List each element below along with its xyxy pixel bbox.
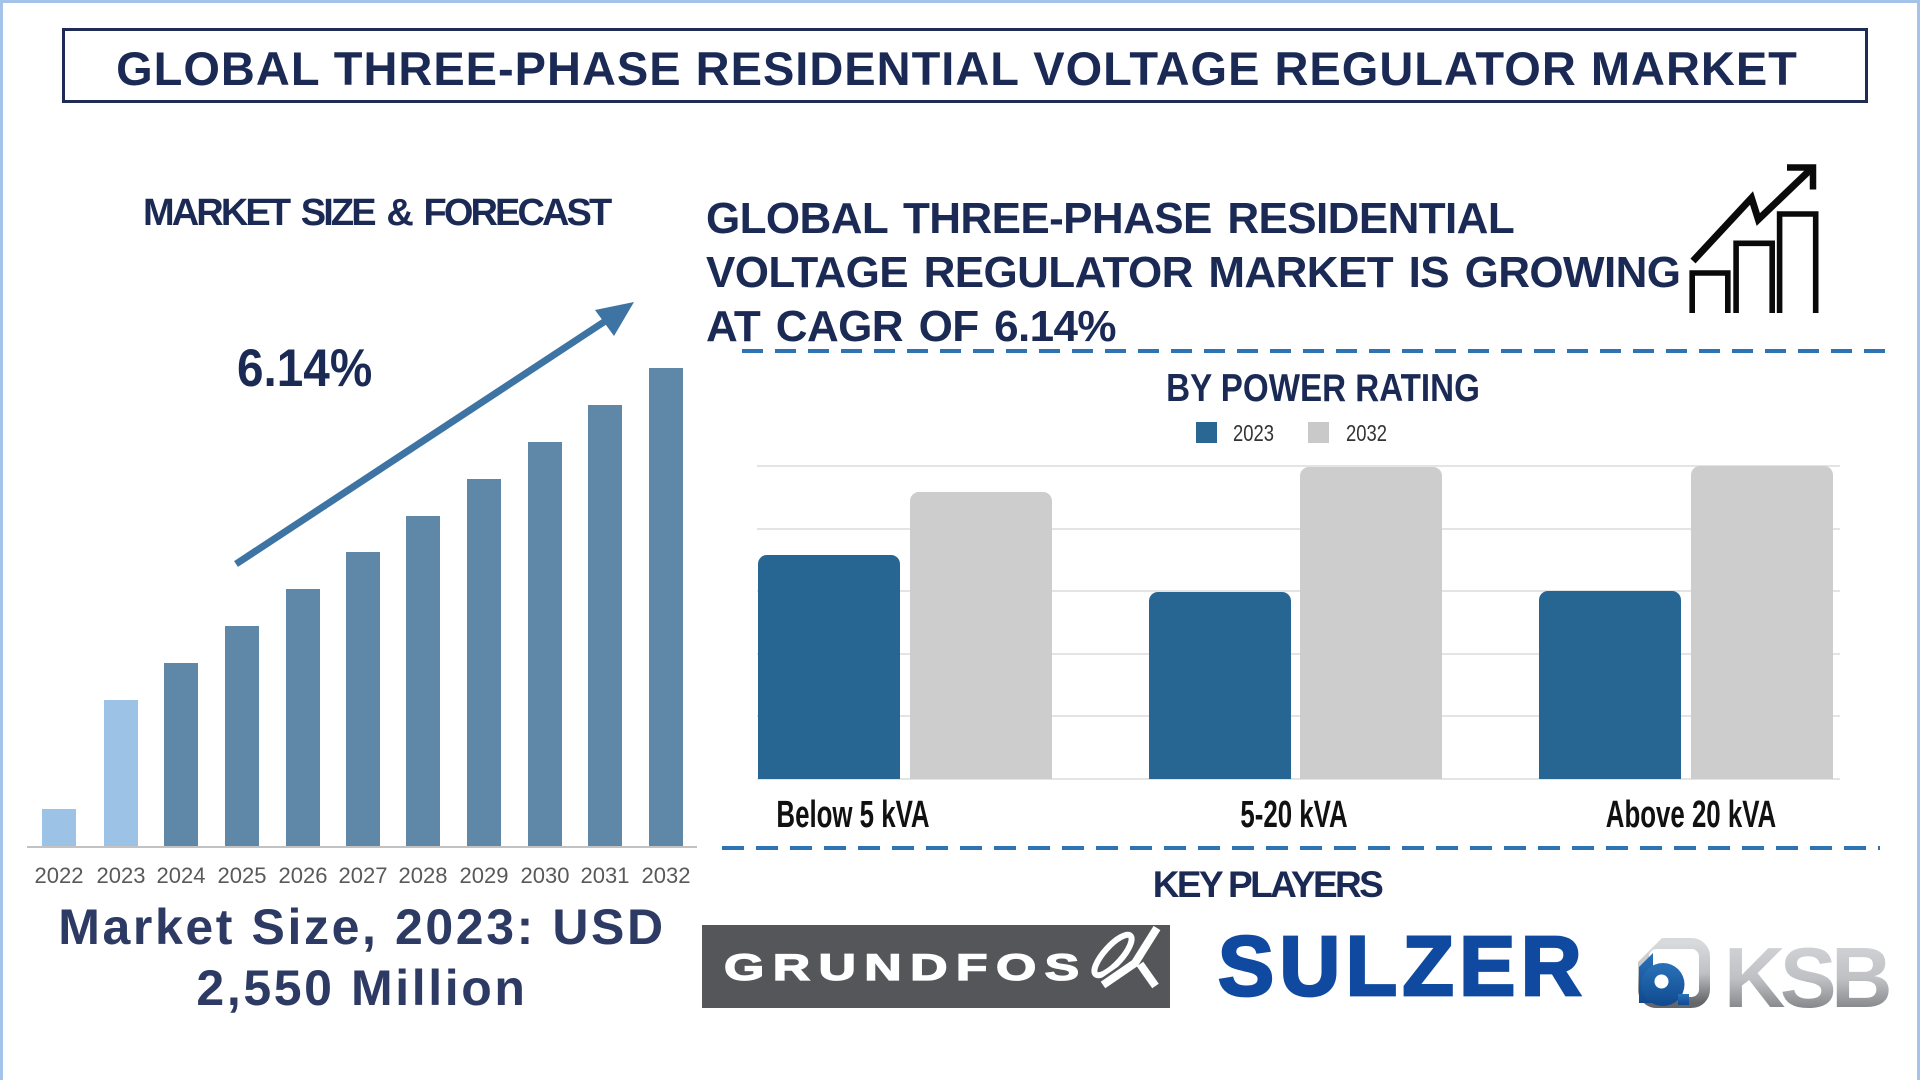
svg-text:KSB: KSB [1724,931,1889,1020]
